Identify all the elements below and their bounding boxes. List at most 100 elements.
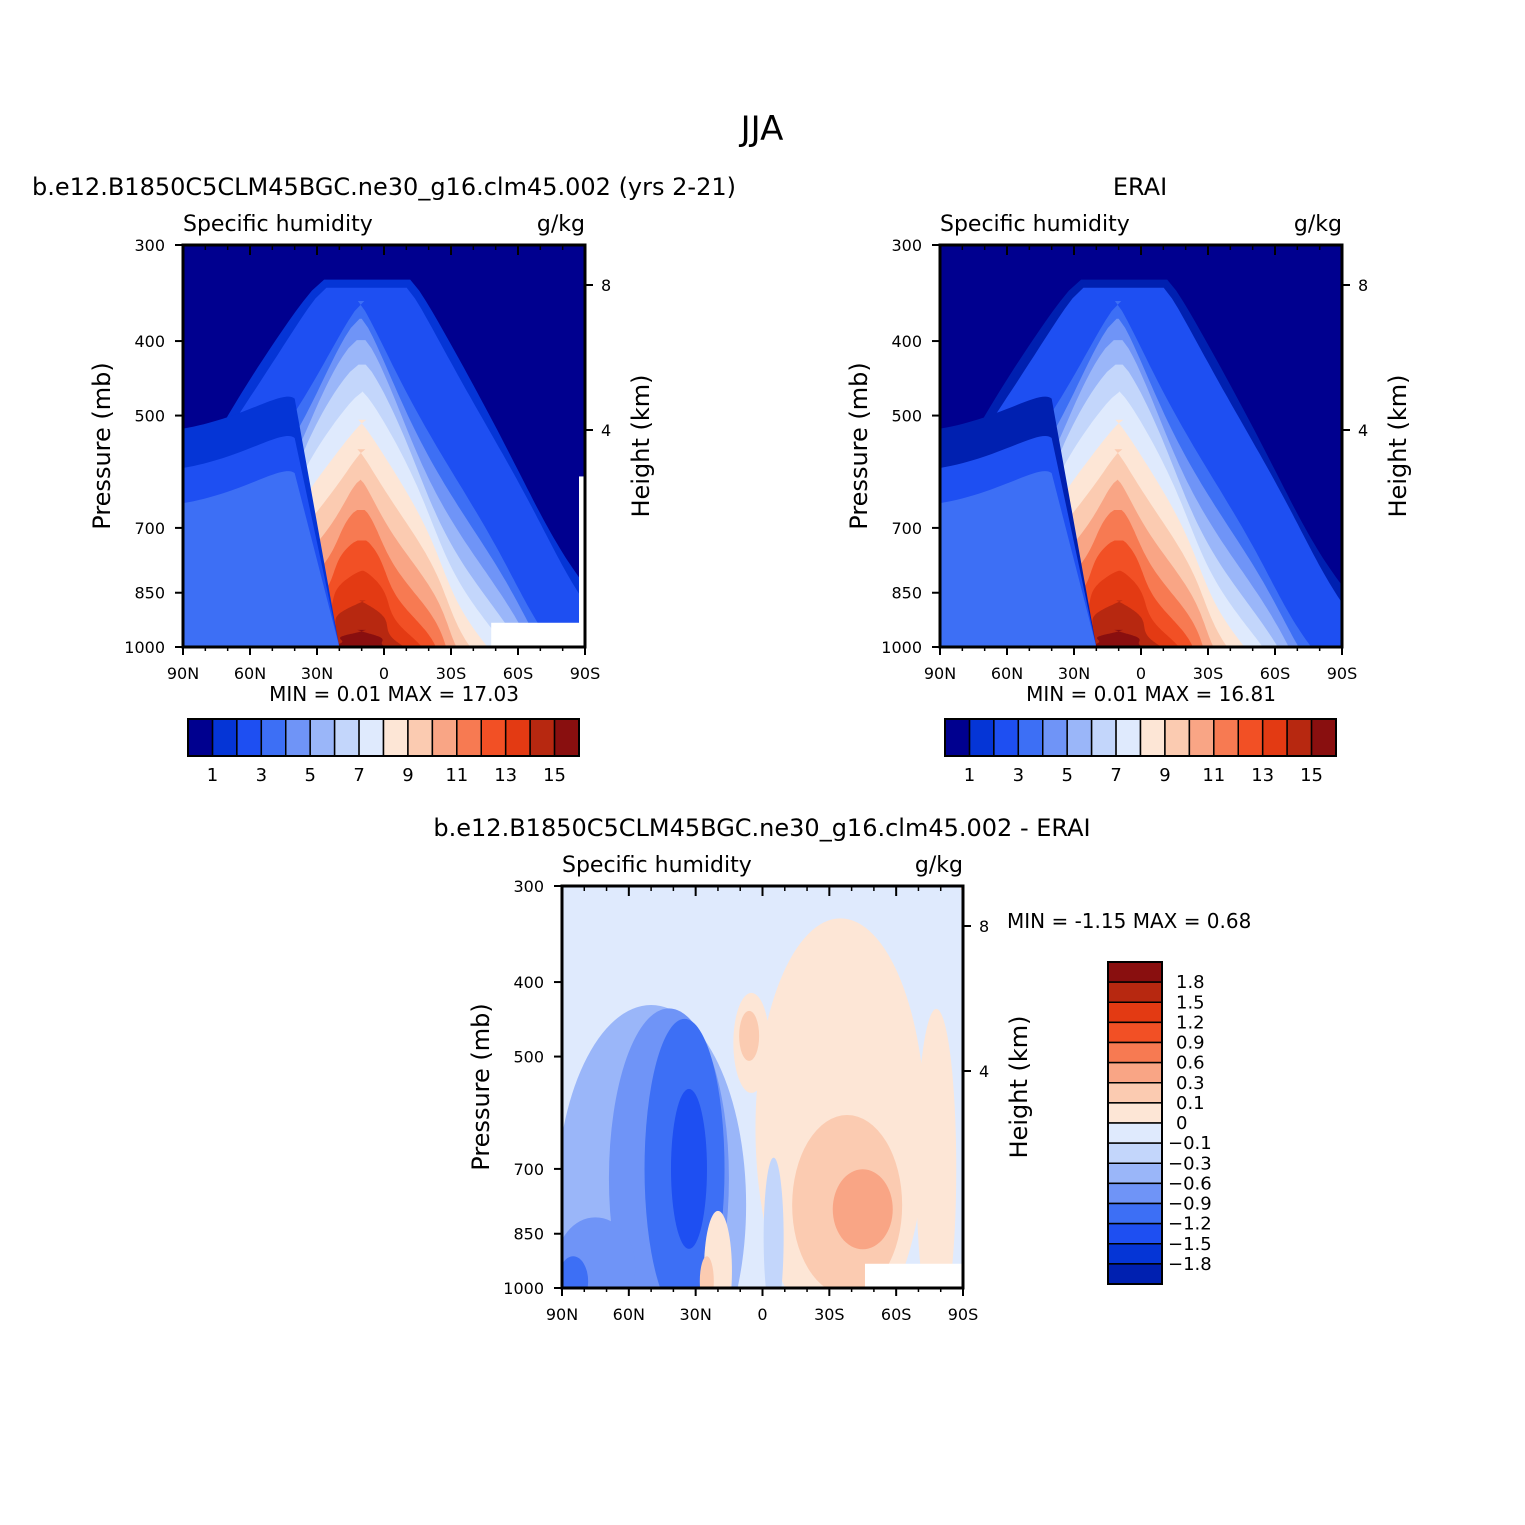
y-tick-label: 700 xyxy=(134,519,165,538)
colorbar-swatch xyxy=(407,718,434,757)
colorbar-label: 1 xyxy=(964,765,975,786)
x-tick-label: 0 xyxy=(379,664,389,683)
panel-header: b.e12.B1850C5CLM45BGC.ne30_g16.clm45.002… xyxy=(32,173,736,201)
colorbar-swatch xyxy=(1139,718,1166,757)
y-axis-label: Pressure (mb) xyxy=(467,1003,495,1170)
colorbar-label: 5 xyxy=(1061,765,1072,786)
colorbar-label: 3 xyxy=(256,765,267,786)
colorbar-model: 1 3 5 7 9 11 13 15 xyxy=(187,718,580,786)
colorbar-label: 13 xyxy=(494,765,517,786)
colorbar-label: −0.1 xyxy=(1168,1133,1212,1154)
y2-tick-label: 4 xyxy=(1358,421,1368,440)
missing-data-mask xyxy=(579,476,585,647)
y-tick-label: 300 xyxy=(891,236,922,255)
colorbar-label: 1.2 xyxy=(1176,1012,1205,1033)
x-tick-label: 60N xyxy=(234,664,266,683)
minmax-label: MIN = 0.01 MAX = 17.03 xyxy=(269,682,519,706)
colorbar-label: 11 xyxy=(445,765,468,786)
colorbar-label: 0.6 xyxy=(1176,1053,1205,1074)
colorbar-swatch xyxy=(944,718,971,757)
x-tick-label: 30N xyxy=(301,664,333,683)
colorbar-swatch xyxy=(456,718,482,757)
colorbar-swatch xyxy=(1188,718,1215,757)
colorbar-swatch xyxy=(1090,718,1117,757)
colorbar-swatch xyxy=(993,718,1020,757)
colorbar-swatch xyxy=(1107,1041,1163,1064)
colorbar-label: 13 xyxy=(1251,765,1274,786)
colorbar-label: −0.6 xyxy=(1168,1173,1212,1194)
x-tick-label: 0 xyxy=(1136,664,1146,683)
colorbar-label: −1.8 xyxy=(1168,1254,1212,1275)
colorbar-swatch xyxy=(1261,718,1288,757)
colorbar-swatch xyxy=(260,718,287,757)
y-tick-label: 400 xyxy=(134,332,165,351)
panel-obs: ERAI Specific humidity g/kg Pressure (mb) He… xyxy=(845,173,1412,706)
y-tick-label: 850 xyxy=(513,1225,544,1244)
colorbar-swatch xyxy=(504,718,531,757)
contour-band xyxy=(327,629,387,647)
colorbar-swatch xyxy=(211,718,238,757)
colorbar-label: 5 xyxy=(304,765,315,786)
colorbar-label: 7 xyxy=(1110,765,1121,786)
colorbar-swatch xyxy=(1066,718,1093,757)
y2-tick-label: 8 xyxy=(1358,276,1368,295)
y-tick-label: 500 xyxy=(891,407,922,426)
colorbar-label: 1.5 xyxy=(1176,992,1205,1013)
colorbar-swatch xyxy=(1213,718,1239,757)
variable-label: Specific humidity xyxy=(940,212,1130,237)
colorbar-label: 15 xyxy=(543,765,566,786)
variable-label: Specific humidity xyxy=(562,853,752,878)
colorbar-label: 11 xyxy=(1202,765,1225,786)
colorbar-swatch xyxy=(480,718,507,757)
colorbar-label: −1.5 xyxy=(1168,1234,1212,1255)
colorbar-swatch xyxy=(1107,1122,1163,1144)
y-tick-label: 1000 xyxy=(503,1279,544,1298)
colorbar-swatch xyxy=(1107,1243,1163,1265)
colorbar-diff: 1.81.51.20.90.60.30.10−0.1−0.3−0.6−0.9−1… xyxy=(1107,961,1212,1285)
colorbar-swatch xyxy=(1107,1102,1163,1124)
colorbar-label: −0.3 xyxy=(1168,1153,1212,1174)
colorbar-swatch xyxy=(358,718,385,757)
y-tick-label: 300 xyxy=(134,236,165,255)
colorbar-swatch xyxy=(1164,718,1191,757)
y2-tick-label: 4 xyxy=(601,421,611,440)
x-tick-label: 90S xyxy=(1327,664,1358,683)
colorbar-label: 0.3 xyxy=(1176,1073,1205,1094)
contour-blob xyxy=(763,1157,784,1288)
y-axis-label: Pressure (mb) xyxy=(88,362,116,529)
colorbar-label: 9 xyxy=(402,765,413,786)
colorbar-label: 1 xyxy=(207,765,218,786)
colorbar-label: −0.9 xyxy=(1168,1194,1212,1215)
y-tick-label: 400 xyxy=(891,332,922,351)
colorbar-label: 1.8 xyxy=(1176,972,1205,993)
colorbar-swatch xyxy=(1107,1001,1163,1024)
x-tick-label: 30N xyxy=(1058,664,1090,683)
colorbar-swatch xyxy=(1042,718,1068,757)
colorbar-label: 0.1 xyxy=(1176,1093,1205,1114)
colorbar-swatch xyxy=(236,718,263,757)
colorbar-label: −1.2 xyxy=(1168,1214,1212,1235)
humidity-field xyxy=(183,245,585,647)
y-tick-label: 700 xyxy=(513,1160,544,1179)
x-tick-label: 60S xyxy=(503,664,534,683)
x-tick-label: 30S xyxy=(1193,664,1224,683)
minmax-label: MIN = -1.15 MAX = 0.68 xyxy=(1007,909,1251,933)
colorbar-swatch xyxy=(285,718,311,757)
colorbar-swatch xyxy=(1107,1182,1163,1205)
y2-tick-label: 8 xyxy=(979,917,989,936)
colorbar-frame xyxy=(1107,961,1163,1285)
colorbar-swatch xyxy=(968,718,995,757)
contour-blob xyxy=(832,1169,893,1250)
y2-axis-label: Height (km) xyxy=(627,375,655,518)
x-tick-label: 30S xyxy=(814,1305,845,1324)
colorbar-swatch xyxy=(1107,1142,1163,1164)
y-tick-label: 400 xyxy=(513,973,544,992)
x-tick-label: 60N xyxy=(991,664,1023,683)
colorbar-swatch xyxy=(1107,1061,1163,1084)
contour-shelf xyxy=(183,471,340,647)
panel-header: ERAI xyxy=(1113,173,1167,201)
colorbar-swatch xyxy=(1107,1162,1163,1185)
x-tick-label: 90N xyxy=(167,664,199,683)
contour-blob xyxy=(670,1088,707,1249)
